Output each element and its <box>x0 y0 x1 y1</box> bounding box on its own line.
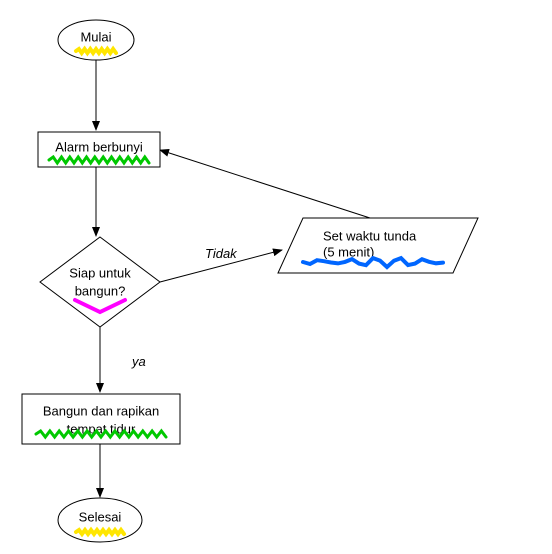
node-wakeup: Bangun dan rapikan tempat tidur <box>22 394 180 444</box>
node-alarm: Alarm berbunyi <box>38 132 160 167</box>
decision-label-2: bangun? <box>75 283 126 298</box>
start-label: Mulai <box>80 29 111 44</box>
node-start: Mulai <box>58 20 134 60</box>
wakeup-label-1: Bangun dan rapikan <box>43 403 159 418</box>
node-decision: Siap untuk bangun? <box>40 237 160 327</box>
flowchart-canvas: Tidak ya Mulai Alarm berbunyi Siap untuk … <box>0 0 552 554</box>
start-highlight <box>76 49 116 53</box>
snooze-label-2: (5 menit) <box>323 244 374 259</box>
node-end: Selesai <box>58 498 142 542</box>
alarm-label: Alarm berbunyi <box>55 139 143 154</box>
edge-label-ya: ya <box>131 354 146 369</box>
node-snooze: Set waktu tunda (5 menit) <box>278 218 478 273</box>
edge-label-tidak: Tidak <box>205 246 238 261</box>
nodes-group: Mulai Alarm berbunyi Siap untuk bangun? … <box>22 20 478 542</box>
edge-snooze-alarm <box>160 150 370 218</box>
end-label: Selesai <box>79 509 122 524</box>
decision-label-1: Siap untuk <box>69 265 131 280</box>
snooze-label-1: Set waktu tunda <box>323 228 417 243</box>
